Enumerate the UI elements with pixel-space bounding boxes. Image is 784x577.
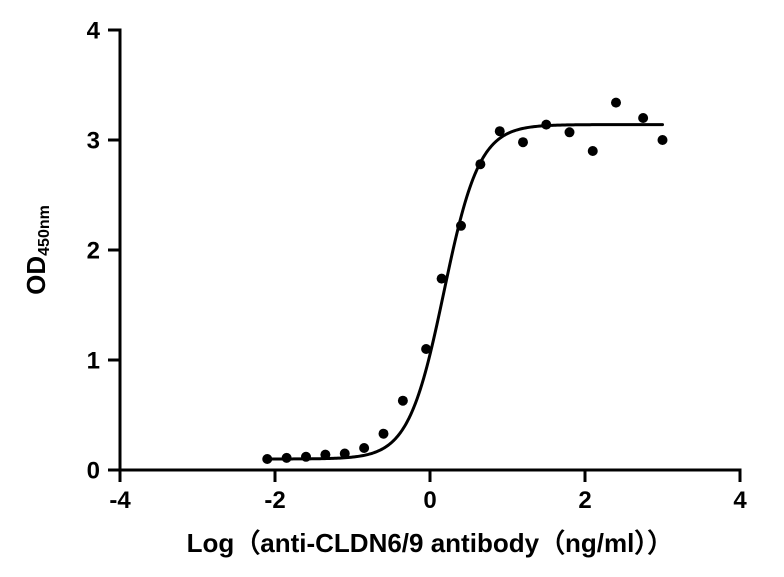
data-point [588,146,598,156]
y-tick-label: 2 [87,237,100,264]
data-point [541,120,551,130]
data-point [262,454,272,464]
chart-container: -4-202401234OD450nmLog（anti-CLDN6/9 anti… [0,0,784,577]
data-point [495,126,505,136]
data-point [456,221,466,231]
data-point [340,449,350,459]
x-axis-label: Log（anti-CLDN6/9 antibody（ng/ml）） [187,528,674,558]
data-point [282,453,292,463]
data-point [565,127,575,137]
x-tick-label: -4 [109,487,131,514]
data-point [611,98,621,108]
data-point [301,452,311,462]
x-tick-label: 0 [423,487,436,514]
y-tick-label: 0 [87,457,100,484]
x-tick-label: 4 [733,487,747,514]
data-point [379,429,389,439]
data-point [437,274,447,284]
y-tick-label: 4 [87,17,101,44]
data-point [638,113,648,123]
data-point [475,159,485,169]
data-point [398,396,408,406]
data-point [518,137,528,147]
data-point [658,135,668,145]
y-tick-label: 3 [87,127,100,154]
x-tick-label: -2 [264,487,285,514]
dose-response-chart: -4-202401234OD450nmLog（anti-CLDN6/9 anti… [0,0,784,577]
data-point [359,443,369,453]
x-tick-label: 2 [578,487,591,514]
data-point [320,450,330,460]
y-tick-label: 1 [87,347,100,374]
data-point [421,344,431,354]
